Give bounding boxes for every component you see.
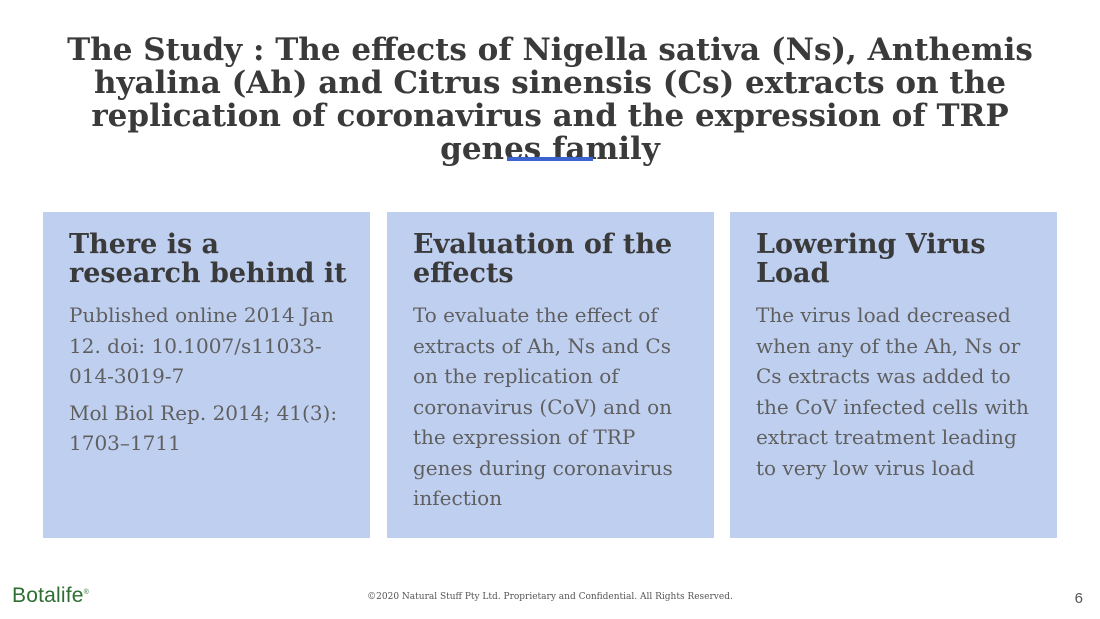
card-virus-load-heading: Lowering Virus Load (756, 229, 986, 289)
card-virus-load: Lowering Virus Load The virus load decre… (730, 212, 1057, 538)
botalife-logo: Botalife® (12, 584, 89, 608)
card-research-heading: There is a research behind it (69, 229, 347, 289)
logo-text: Botalife (12, 584, 84, 607)
logo-registered-mark: ® (83, 589, 90, 596)
card-research-journal: Mol Biol Rep. 2014; 41(3): 1703–1711 (69, 400, 338, 456)
card-research: There is a research behind it Published … (43, 212, 370, 538)
title-underline (507, 157, 593, 161)
card-evaluation-text: To evaluate the effect of extracts of Ah… (413, 303, 673, 510)
footer-copyright: ©2020 Natural Stuff Pty Ltd. Proprietary… (367, 592, 733, 602)
card-evaluation-heading: Evaluation of the effects (413, 229, 673, 289)
card-evaluation: Evaluation of the effects To evaluate th… (387, 212, 714, 538)
card-virus-load-text: The virus load decreased when any of the… (756, 303, 1029, 480)
page-number: 6 (1074, 590, 1083, 607)
slide-title: The Study : The effects of Nigella sativ… (67, 32, 1033, 167)
card-research-citation: Published online 2014 Jan 12. doi: 10.10… (69, 303, 334, 388)
